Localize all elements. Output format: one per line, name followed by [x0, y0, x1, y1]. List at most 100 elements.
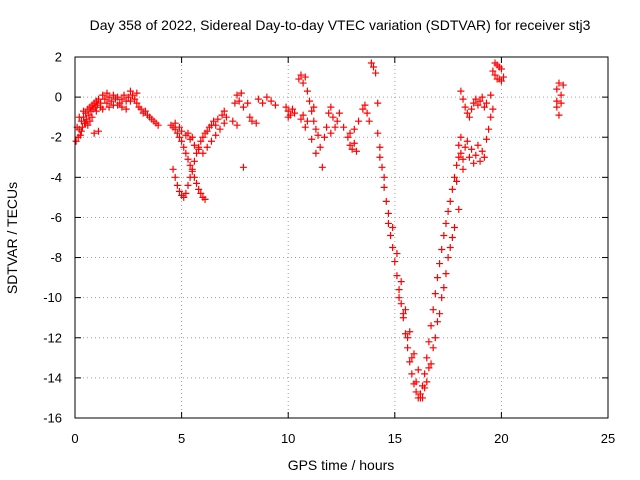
data-point [184, 181, 192, 189]
data-point [271, 101, 279, 109]
data-point [350, 125, 358, 133]
data-point [178, 137, 186, 145]
data-point [391, 258, 399, 266]
x-tick-label: 20 [494, 431, 508, 446]
data-point [404, 334, 412, 342]
data-point [105, 103, 113, 111]
data-point [122, 105, 130, 113]
data-point [244, 99, 252, 107]
data-point [352, 147, 360, 155]
data-point [114, 101, 122, 109]
data-point [141, 107, 149, 115]
data-point [94, 127, 102, 135]
data-point [186, 173, 194, 181]
y-tick-label: -16 [43, 411, 62, 426]
data-point [468, 145, 476, 153]
data-point [446, 197, 454, 205]
chart-title: Day 358 of 2022, Sidereal Day-to-day VTE… [90, 17, 591, 33]
data-point [124, 93, 132, 101]
data-point [297, 71, 305, 79]
data-point [239, 103, 247, 111]
data-point [186, 161, 194, 169]
data-point [282, 103, 290, 111]
data-point [75, 113, 83, 121]
data-point [137, 105, 145, 113]
data-point [72, 137, 80, 145]
data-point [374, 99, 382, 107]
data-point [421, 370, 429, 378]
data-point [431, 290, 439, 298]
data-point [444, 254, 452, 262]
data-point [203, 143, 211, 151]
data-point [284, 107, 292, 115]
data-point [184, 155, 192, 163]
data-point [427, 322, 435, 330]
data-point [459, 95, 467, 103]
data-point [199, 133, 207, 141]
data-point [476, 157, 484, 165]
data-point [429, 344, 437, 352]
data-point [401, 306, 409, 314]
x-tick-label: 10 [281, 431, 295, 446]
data-point [457, 87, 465, 95]
data-point [218, 111, 226, 119]
data-point [478, 147, 486, 155]
data-point [482, 135, 490, 143]
data-point [182, 149, 190, 157]
data-point [182, 189, 190, 197]
data-point [101, 95, 109, 103]
data-point [318, 163, 326, 171]
data-point [559, 81, 567, 89]
data-point [314, 131, 322, 139]
data-point [323, 123, 331, 131]
data-point [299, 79, 307, 87]
data-point [433, 318, 441, 326]
data-point [303, 117, 311, 125]
data-point [129, 91, 137, 99]
data-point [380, 173, 388, 181]
data-point [470, 159, 478, 167]
data-point [493, 75, 501, 83]
data-point [497, 77, 505, 85]
data-point [169, 165, 177, 173]
data-point [220, 107, 228, 115]
data-point [316, 143, 324, 151]
y-tick-label: -4 [50, 170, 62, 185]
data-point [220, 119, 228, 127]
data-point [367, 59, 375, 67]
data-point [239, 163, 247, 171]
data-point [455, 205, 463, 213]
data-point [389, 223, 397, 231]
data-point [346, 141, 354, 149]
data-point [327, 129, 335, 137]
data-point [480, 103, 488, 111]
data-point [233, 121, 241, 129]
y-tick-label: 2 [55, 50, 62, 65]
data-point [429, 306, 437, 314]
data-point [331, 123, 339, 131]
x-tick-label: 0 [71, 431, 78, 446]
data-point [86, 117, 94, 125]
data-point [478, 93, 486, 101]
data-point [333, 117, 341, 125]
data-point [320, 133, 328, 141]
data-point [222, 113, 230, 121]
data-point [446, 244, 454, 252]
data-point [463, 137, 471, 145]
data-point [94, 95, 102, 103]
data-point [203, 127, 211, 135]
data-point [133, 99, 141, 107]
data-point [487, 91, 495, 99]
data-point [395, 286, 403, 294]
data-point [421, 384, 429, 392]
data-point [175, 123, 183, 131]
data-point [99, 91, 107, 99]
data-point [474, 101, 482, 109]
data-point [99, 105, 107, 113]
data-point [308, 135, 316, 143]
data-series [72, 59, 567, 402]
data-point [114, 93, 122, 101]
data-point [408, 370, 416, 378]
data-point [325, 109, 333, 117]
data-point [355, 117, 363, 125]
